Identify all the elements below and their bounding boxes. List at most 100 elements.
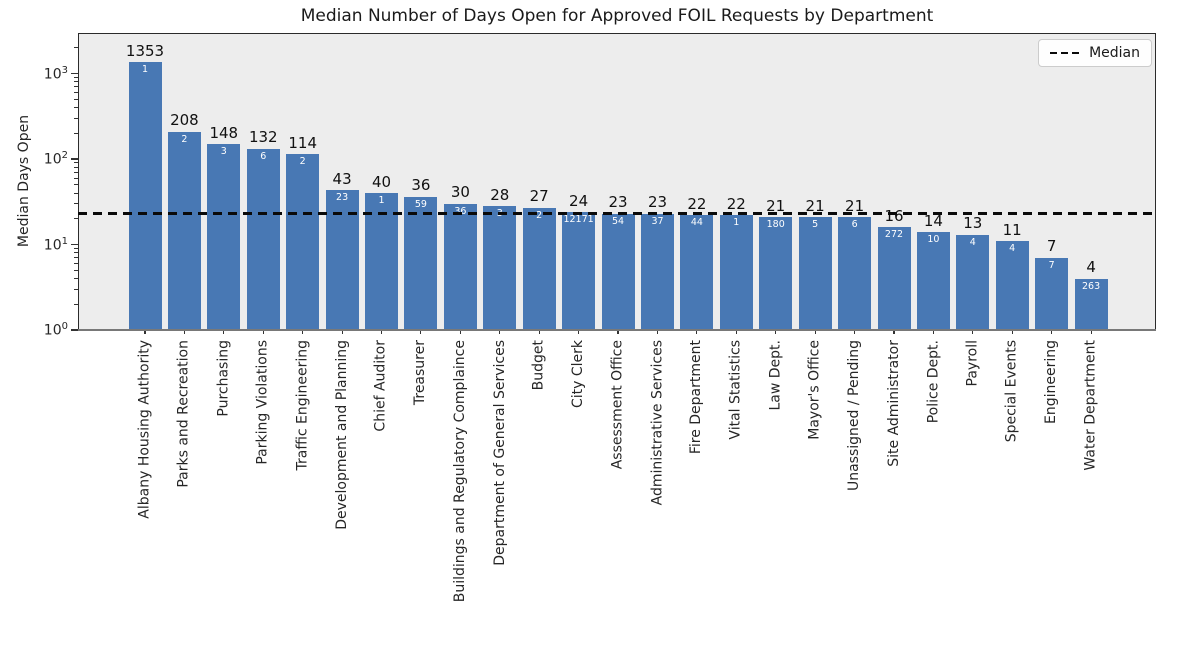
x-tick-label: Unassigned / Pending	[846, 340, 863, 492]
x-tick	[814, 330, 816, 334]
bar-count-label: 1	[378, 195, 385, 206]
x-tick-label: Traffic Engineering	[294, 340, 311, 471]
x-tick	[183, 330, 185, 334]
bar-value-label: 132	[248, 128, 278, 147]
x-tick-label: Site Administrator	[885, 340, 902, 467]
bar-count-label: 23	[336, 192, 349, 204]
x-tick	[144, 330, 146, 334]
x-tick-label: Vital Statistics	[727, 340, 744, 440]
x-tick	[972, 330, 974, 334]
bar-value-label: 4	[1086, 258, 1096, 276]
x-tick-label: Development and Planning	[333, 340, 350, 530]
bar-count-label: 2	[181, 133, 188, 145]
x-tick-label: Purchasing	[215, 340, 232, 417]
median-line	[78, 212, 1156, 215]
x-tick-label: Mayor's Office	[806, 340, 823, 440]
bar-value-label: 27	[529, 187, 549, 206]
bar	[838, 217, 872, 330]
x-tick-label: Law Dept.	[767, 340, 784, 411]
y-minor-tick	[74, 107, 78, 108]
bar	[1074, 278, 1108, 330]
x-tick-label: Department of General Services	[491, 340, 508, 566]
x-tick-label: Payroll	[964, 340, 981, 387]
y-minor-tick	[74, 278, 78, 279]
x-tick	[932, 330, 934, 334]
bar-value-label: 148	[209, 123, 239, 142]
bar	[877, 227, 911, 330]
bar	[246, 148, 280, 330]
bar-count-label: 263	[1082, 280, 1101, 292]
x-tick-label: City Clerk	[570, 340, 587, 409]
bar	[798, 217, 832, 330]
bar	[601, 213, 635, 330]
y-minor-tick	[74, 86, 78, 88]
bar-count-label: 7	[1048, 259, 1055, 271]
bar	[483, 206, 517, 330]
y-minor-tick	[74, 263, 78, 264]
bar-count-label: 272	[884, 229, 904, 240]
bar-value-label: 36	[411, 176, 431, 195]
x-tick-label: Chief Auditor	[373, 340, 389, 432]
bar	[641, 213, 674, 330]
bar	[325, 190, 359, 330]
bar-count-label: 2	[299, 156, 306, 168]
bar-value-label: 40	[371, 172, 392, 191]
y-minor-tick	[74, 288, 78, 290]
y-minor-tick	[74, 47, 78, 49]
bar	[916, 232, 950, 330]
x-tick	[341, 330, 343, 334]
bar-value-label: 23	[647, 193, 668, 212]
bar-count-label: 36	[454, 205, 467, 217]
bar	[167, 131, 201, 330]
y-tick	[71, 243, 78, 246]
bar-value-label: 13	[963, 214, 983, 233]
bar	[956, 234, 990, 330]
bar-count-label: 4	[1009, 243, 1016, 254]
bar-value-label: 11	[1002, 220, 1022, 239]
bar-count-label: 54	[611, 215, 625, 227]
x-tick-label: Administrative Services	[649, 340, 665, 506]
bar-value-label: 28	[490, 185, 510, 204]
x-tick-label: Parks and Recreation	[175, 340, 192, 488]
y-minor-tick	[74, 76, 78, 78]
legend-label: Median	[1089, 45, 1140, 61]
x-tick	[223, 330, 225, 334]
bar-value-label: 21	[766, 196, 786, 215]
bar-count-label: 180	[766, 219, 785, 230]
x-tick	[380, 330, 383, 334]
x-tick	[696, 330, 698, 334]
x-tick	[1090, 330, 1092, 334]
bar-value-label: 22	[687, 194, 707, 213]
bar-count-label: 3	[220, 146, 227, 158]
bar-value-label: 114	[288, 133, 317, 152]
y-tick	[71, 329, 78, 331]
y-minor-tick	[74, 98, 78, 100]
bar-value-label: 24	[569, 191, 589, 210]
y-minor-tick	[74, 247, 78, 249]
bar-count-label: 4	[969, 236, 976, 248]
y-minor-tick	[74, 257, 78, 259]
y-minor-tick	[74, 171, 78, 173]
x-tick-label: Police Dept.	[924, 340, 941, 424]
bar-count-label: 1	[141, 64, 149, 76]
bar	[404, 196, 438, 330]
y-minor-tick	[74, 269, 78, 271]
bar	[286, 154, 320, 330]
y-minor-tick	[74, 252, 78, 254]
bar-value-label: 22	[726, 194, 746, 213]
x-tick-label: Parking Violations	[254, 340, 271, 465]
y-minor-tick	[74, 184, 78, 186]
y-minor-tick	[74, 166, 78, 168]
legend-dash-icon	[1050, 51, 1081, 55]
y-minor-tick	[74, 162, 78, 164]
bar	[759, 217, 793, 330]
bar	[562, 212, 596, 330]
x-tick-label: Albany Housing Authority	[136, 340, 153, 519]
bar-value-label: 14	[923, 211, 943, 230]
bar-count-label: 12171	[563, 214, 594, 225]
x-tick-label: Budget	[530, 340, 547, 391]
y-tick	[71, 72, 78, 75]
bar-count-label: 6	[260, 150, 267, 162]
bar	[365, 193, 398, 330]
